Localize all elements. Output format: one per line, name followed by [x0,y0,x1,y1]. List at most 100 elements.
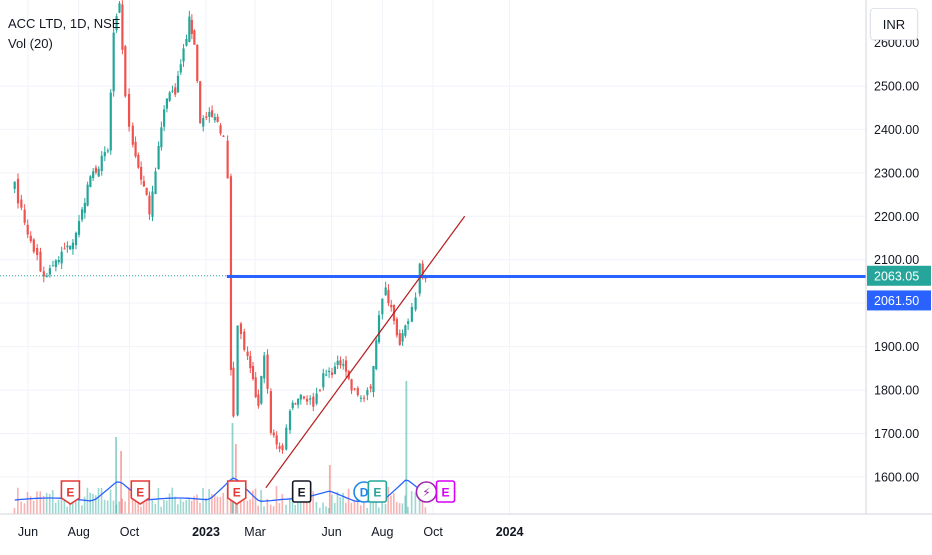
volume-bar [211,494,213,514]
candle-body [216,116,219,122]
volume-bar [171,487,174,514]
volume-bar [404,495,406,514]
candle-body [80,209,84,220]
volume-bar [185,499,188,514]
candle-body [165,98,169,109]
volume-bar [89,492,91,514]
volume-bar [165,500,168,514]
price-axis-tick-label: 1800.00 [874,384,919,398]
volume-bar [216,496,219,514]
volume-bar [333,502,336,514]
volume-bar [142,501,145,514]
volume-bar [226,487,229,514]
candle-body [77,221,81,235]
candle-body [176,75,180,93]
candle-body [23,209,26,223]
ascending-trend-line [265,215,466,489]
volume-spike-bar [328,465,331,514]
volume-bar [294,504,297,514]
volume-spike-bar [405,381,408,514]
volume-bar [239,495,242,514]
event-marker-earnings[interactable]: E [226,480,247,505]
volume-bar [196,494,198,514]
volume-bar [118,501,121,514]
event-marker-label: E [373,486,381,500]
volume-bar [42,496,45,514]
currency-button[interactable]: INR [870,8,918,40]
candle-body [410,307,413,322]
candle-body [269,391,272,433]
volume-bar [249,499,251,514]
candle-body [124,46,127,97]
volume-bar [131,495,134,514]
volume-bar [213,494,216,514]
candle-body [381,298,384,315]
candle-body [377,315,381,343]
candle-body [318,389,322,391]
candle-body [390,304,393,308]
candle-body [69,245,72,250]
volume-bar [418,492,421,514]
candle-body [54,260,57,267]
volume-bar [390,495,392,514]
volume-bar [179,499,182,514]
volume-bar [188,498,190,514]
candle-body [97,168,100,177]
volume-bar [312,491,314,514]
earnings-flag-icon [130,480,151,505]
event-marker-label: E [136,486,144,500]
volume-indicator-label[interactable]: Vol (20) [8,36,53,51]
volume-bar [94,495,97,514]
candle-body [51,265,55,267]
volume-bar [39,491,42,514]
candle-body [309,398,312,400]
event-marker-event[interactable]: ⚡ [415,481,438,503]
candle-body [26,224,29,235]
candle-body [278,446,281,449]
candle-body [281,445,284,451]
event-marker-label: E [233,486,241,500]
event-marker-earnings-future[interactable]: E [435,480,456,503]
candle-body [398,333,401,345]
volume-spike-bar [115,437,117,514]
volume-bar [414,492,417,514]
volume-bar [339,497,342,514]
candle-body [109,92,112,151]
candle-body [294,403,297,405]
volume-bar [291,494,294,514]
candle-body [199,81,202,124]
event-marker-earnings[interactable]: E [130,480,151,505]
candle-body [121,4,124,50]
volume-bar [81,505,83,514]
event-marker-earnings[interactable]: E [60,480,81,505]
candle-body [60,251,63,264]
price-axis-tick-label: 1600.00 [874,470,919,484]
volume-bar [17,487,19,514]
candle-body [328,370,331,373]
volume-bar [193,496,195,514]
event-marker-label: D [360,486,369,500]
earnings-flag-icon [60,480,81,505]
candle-body [193,30,196,45]
volume-bar [160,506,162,514]
volume-bar [66,506,68,514]
symbol-title[interactable]: ACC LTD, 1D, NSE [8,16,121,31]
candle-body [148,195,151,215]
candle-body [171,90,174,92]
horizontal-line-price-badge [867,290,931,311]
candle-body [243,331,246,350]
volume-bar [199,502,201,514]
candle-body [100,155,103,171]
volume-bar [384,503,387,514]
volume-bar [331,494,333,514]
candle-body [372,365,375,393]
candle-body [48,268,52,275]
earnings-flag-icon [226,480,247,505]
event-marker-earnings-upcoming[interactable]: E [367,480,388,503]
chart-legend: ACC LTD, 1D, NSE Vol (20) [8,14,120,54]
candle-body [344,360,348,372]
event-marker-split[interactable]: E [291,480,312,503]
volume-bar [407,506,409,514]
